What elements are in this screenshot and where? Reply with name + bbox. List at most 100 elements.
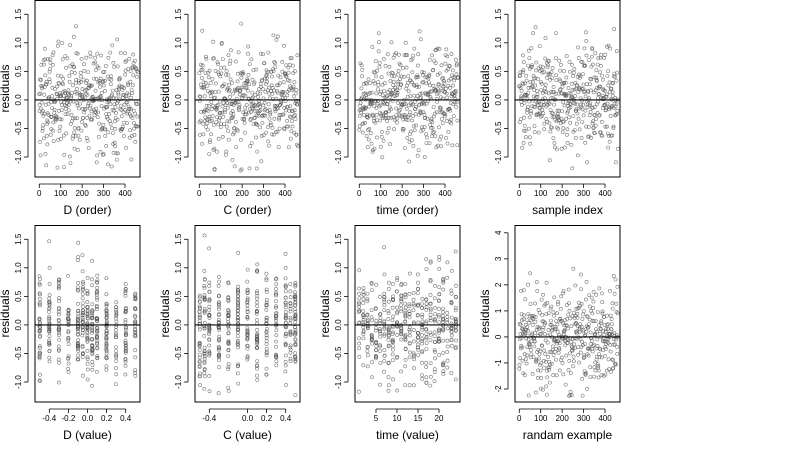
data-point [260,121,265,125]
x-tick-label: 0 [357,189,362,198]
data-point [47,319,52,324]
data-point [46,57,50,62]
data-point [215,60,220,65]
data-point [236,50,241,55]
plot-frame [354,0,461,178]
y-tick-label: 3 [494,256,503,261]
data-point [365,112,370,117]
data-point [85,357,90,362]
x-axis: 0 100 200 300 400 [37,183,132,198]
data-point [555,329,560,334]
data-point [70,91,75,96]
data-point [593,331,598,336]
data-point [556,126,561,131]
data-point [558,79,563,84]
data-point [67,108,71,113]
data-point [573,346,577,351]
data-point [101,70,106,75]
data-point [264,317,269,322]
data-point [455,118,460,123]
data-point [217,334,222,339]
data-point [573,101,577,106]
data-point [428,306,433,311]
data-point [370,318,375,323]
data-point [114,359,119,364]
data-point [60,57,65,62]
data-point [251,122,256,127]
data-point [525,345,530,350]
data-point [257,109,262,114]
data-point [525,353,529,358]
data-point [399,306,404,311]
data-point [94,305,99,309]
data-point [557,346,562,350]
data-point [441,327,445,332]
data-point [536,130,541,135]
data-point [437,266,442,271]
data-point [395,100,400,105]
data-point [216,344,221,349]
y-tick-label: 0.5 [174,290,183,302]
data-point [543,86,548,91]
data-point [534,60,539,65]
data-point [271,67,276,72]
data-point [571,114,576,119]
data-point [530,322,535,327]
data-point [76,343,81,348]
data-point [525,324,530,329]
x-tick-label: 400 [278,189,292,198]
data-point [230,109,235,113]
data-point [597,323,602,328]
data-point [594,354,599,359]
data-point [85,92,90,97]
data-point [90,328,95,333]
data-point [124,325,128,330]
data-point [518,356,523,361]
data-point [110,43,115,48]
data-point [197,304,202,309]
data-point [356,389,361,394]
data-point [226,331,231,336]
data-point [283,309,288,314]
data-point [568,102,573,107]
data-point [76,332,81,336]
data-point [396,109,401,114]
data-point [95,115,100,119]
data-point [392,127,397,132]
data-point [246,73,251,77]
data-point [255,304,260,308]
data-point [413,107,418,111]
data-point [65,112,70,116]
data-point [45,122,50,126]
data-point [51,128,55,133]
data-point [544,280,549,285]
data-point [234,120,238,124]
data-point [371,116,376,120]
data-point [104,322,109,327]
data-point [537,310,542,315]
data-point [283,332,288,337]
data-point [615,351,620,356]
data-point [407,311,412,316]
data-point [567,358,572,363]
data-point [202,233,207,238]
y-tick-label: 1.5 [334,233,343,245]
data-point [201,121,206,126]
data-point [95,325,99,330]
data-point [202,371,207,376]
data-point [58,117,63,122]
data-point [81,308,85,313]
data-point [539,361,543,366]
data-point [252,82,256,87]
data-point [606,357,611,362]
data-point [277,117,281,122]
data-point [452,100,457,105]
scatter-points [197,21,300,173]
data-point [90,363,95,368]
data-point [105,105,110,110]
data-point [271,69,276,74]
data-point [593,88,598,93]
data-point [421,79,426,84]
data-point [386,388,391,393]
